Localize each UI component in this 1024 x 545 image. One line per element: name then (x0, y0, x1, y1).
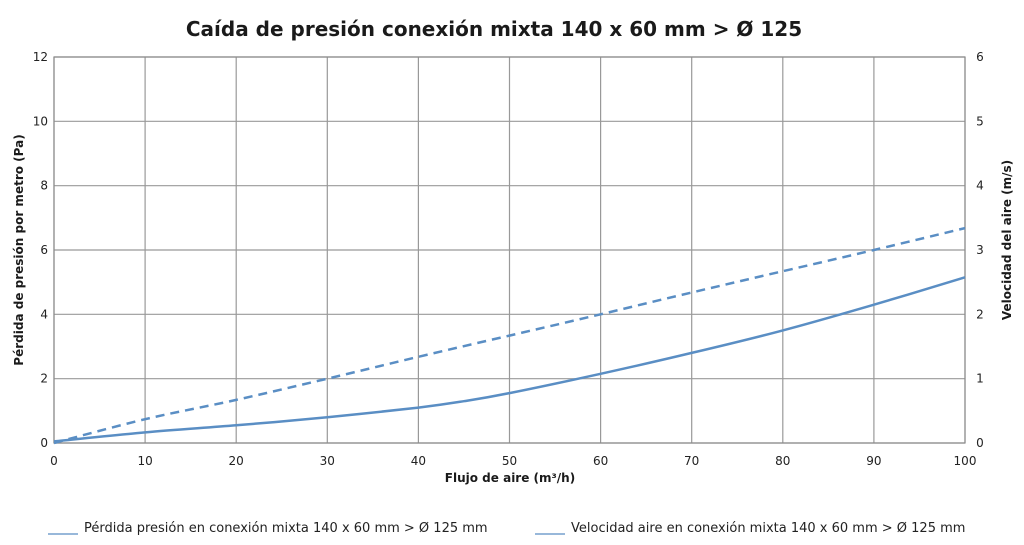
chart-title: Caída de presión conexión mixta 140 x 60… (186, 17, 802, 41)
x-tick-label: 60 (593, 454, 608, 468)
x-tick-label: 20 (229, 454, 244, 468)
pressure-loss-series-line (53, 276, 966, 443)
y2-tick-label: 4 (976, 179, 984, 193)
y2-tick-label: 5 (976, 114, 984, 128)
series-layer (53, 226, 966, 445)
y-tick-label: 0 (40, 436, 48, 450)
x-tick-label: 80 (775, 454, 790, 468)
x-tick-label: 50 (502, 454, 517, 468)
y-tick-label: 12 (33, 50, 48, 64)
x-tick-label: 100 (954, 454, 977, 468)
y2-axis-label: Velocidad del aire (m/s) (1000, 160, 1014, 320)
y2-tick-label: 6 (976, 50, 984, 64)
x-axis-label: Flujo de aire (m³/h) (445, 471, 575, 485)
x-tick-label: 40 (411, 454, 426, 468)
legend-label: Velocidad aire en conexión mixta 140 x 6… (571, 521, 965, 536)
x-tick-label: 30 (320, 454, 335, 468)
y-tick-label: 6 (40, 243, 48, 257)
y-tick-label: 10 (33, 114, 48, 128)
grid (53, 56, 966, 444)
y-tick-label: 2 (40, 372, 48, 386)
y-tick-label: 4 (40, 307, 48, 321)
velocity-series-line (53, 226, 966, 445)
x-tick-label: 0 (50, 454, 58, 468)
x-tick-label: 70 (684, 454, 699, 468)
y-tick-label: 8 (40, 179, 48, 193)
y2-tick-label: 2 (976, 307, 984, 321)
legend: Pérdida presión en conexión mixta 140 x … (48, 521, 965, 536)
legend-label: Pérdida presión en conexión mixta 140 x … (84, 521, 488, 536)
y2-tick-label: 1 (976, 372, 984, 386)
x-tick-label: 10 (137, 454, 152, 468)
y2-tick-label: 3 (976, 243, 984, 257)
y-axis-label: Pérdida de presión por metro (Pa) (12, 134, 26, 365)
x-tick-label: 90 (866, 454, 881, 468)
plot-frame (53, 56, 966, 444)
y2-tick-label: 0 (976, 436, 984, 450)
